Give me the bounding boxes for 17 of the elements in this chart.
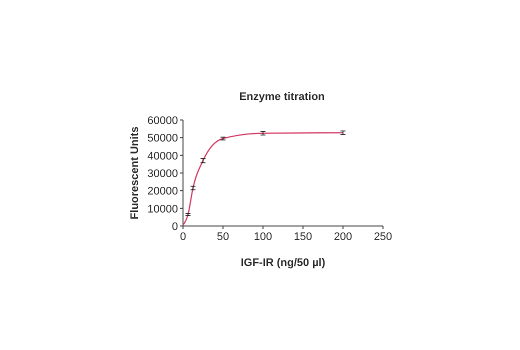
y-tick-label: 40000	[147, 150, 178, 162]
x-tick-label: 0	[180, 231, 186, 243]
x-tick-label: 100	[254, 231, 272, 243]
y-tick-label: 10000	[147, 203, 178, 216]
x-tick-label: 150	[294, 231, 312, 243]
x-tick-label: 200	[334, 231, 352, 243]
x-axis-title: IGF-IR (ng/50 µl)	[240, 257, 326, 269]
line-series	[182, 132, 344, 226]
y-tick-label: 20000	[147, 186, 178, 198]
y-tick-label: 60000	[147, 115, 178, 127]
y-axis-title: Fluorescent Units	[129, 126, 141, 220]
x-tick-label: 250	[374, 231, 392, 243]
chart-title: Enzyme titration	[239, 91, 326, 103]
y-tick-label: 30000	[147, 168, 178, 180]
y-tick-label: 0	[172, 221, 178, 233]
x-tick-label: 50	[216, 231, 230, 243]
y-tick-label: 50000	[147, 132, 178, 145]
